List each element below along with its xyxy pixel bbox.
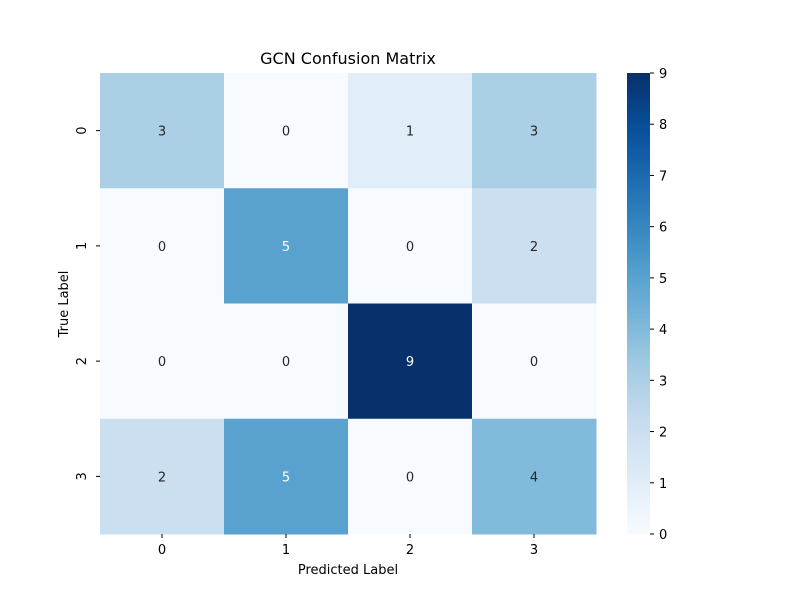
cell-value-label: 2 [158,470,166,485]
heatmap-cell-r0-c0 [100,73,225,189]
cell-value-label: 2 [530,240,538,255]
y-axis-ticks: 0 1 2 3 [75,126,100,481]
colorbar-tick-label: 4 [659,323,667,338]
y-tick-label: 1 [75,242,90,250]
heatmap-cell-r2-c2 [348,303,473,420]
colorbar-tick-label: 7 [659,169,667,184]
cell-value-label: 0 [282,355,290,370]
colorbar-gradient [627,73,650,534]
cell-value-label: 5 [282,470,290,485]
cell-value-label: 3 [530,125,538,140]
y-tick-label: 0 [75,126,90,134]
colorbar-tick-label: 9 [659,67,667,82]
heatmap-cell-r1-c0 [100,188,225,304]
cell-value-label: 0 [406,240,414,255]
colorbar-tick-label: 1 [659,477,667,492]
colorbar-tick-label: 2 [659,426,667,441]
cell-value-label: 9 [406,355,414,370]
cell-value-label: 5 [282,240,290,255]
heatmap-cell-r0-c1 [224,73,349,189]
colorbar-tick-label: 6 [659,221,667,236]
colorbar-tick-label: 3 [659,374,667,389]
x-tick-label: 2 [406,543,414,558]
chart-title: GCN Confusion Matrix [260,49,436,68]
heatmap-cell-r2-c3 [472,303,597,420]
y-tick-label: 2 [75,357,90,365]
cell-value-label: 0 [530,355,538,370]
cell-value-label: 4 [530,470,538,485]
y-axis-label: True Label [57,271,72,339]
x-tick-label: 0 [158,543,166,558]
heatmap-cells: 3 0 1 3 0 5 0 2 0 0 9 0 2 5 0 4 [100,73,597,535]
cell-value-label: 0 [406,470,414,485]
x-tick-label: 3 [530,543,538,558]
x-axis-label: Predicted Label [298,563,398,578]
heatmap-cell-r0-c3 [472,73,597,189]
heatmap-cell-r0-c2 [348,73,473,189]
colorbar-tick-label: 0 [659,528,667,543]
cell-value-label: 0 [282,125,290,140]
colorbar-tick-label: 8 [659,118,667,133]
heatmap-cell-r2-c1 [224,303,349,420]
colorbar-tick-label: 5 [659,272,667,287]
heatmap-cell-r3-c3 [472,418,597,535]
x-tick-label: 1 [282,543,290,558]
cell-value-label: 3 [158,125,166,140]
cell-value-label: 0 [158,240,166,255]
cell-value-label: 0 [158,355,166,370]
cell-value-label: 1 [406,125,414,140]
heatmap-cell-r1-c1 [224,188,349,304]
heatmap-cell-r1-c3 [472,188,597,304]
heatmap-cell-r3-c2 [348,418,473,535]
heatmap-cell-r3-c1 [224,418,349,535]
x-axis-ticks: 0 1 2 3 [158,534,538,558]
heatmap-cell-r1-c2 [348,188,473,304]
y-tick-label: 3 [75,472,90,480]
heatmap-cell-r2-c0 [100,303,225,420]
colorbar: 0 1 2 3 4 5 6 7 8 9 [627,67,667,543]
heatmap-cell-r3-c0 [100,418,225,535]
